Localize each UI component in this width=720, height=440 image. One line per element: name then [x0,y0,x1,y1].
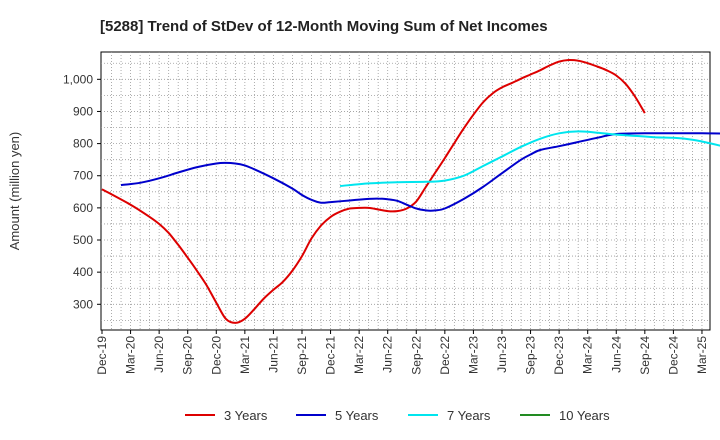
x-tick-label: Mar-22 [352,336,366,374]
legend-label-7-years: 7 Years [447,408,491,423]
x-tick-label: Dec-20 [209,336,223,375]
x-tick-label: Sep-23 [524,336,538,375]
x-tick-label: Dec-21 [324,336,338,375]
series-lines [101,58,720,324]
x-tick-label: Jun-20 [152,336,166,373]
x-tick-label: Sep-21 [295,336,309,375]
legend-label-10-years: 10 Years [559,408,610,423]
x-tick-label: Jun-21 [266,336,280,373]
chart-title: [5288] Trend of StDev of 12-Month Moving… [100,18,548,35]
x-tick-label: Sep-24 [638,336,652,375]
legend-label-5-years: 5 Years [335,408,379,423]
x-tick-label: Mar-25 [695,336,709,374]
x-tick-label: Mar-24 [581,336,595,374]
x-tick-label: Sep-22 [409,336,423,375]
x-tick-label: Dec-22 [438,336,452,375]
y-tick-label: 500 [73,233,93,247]
series-line-5-years [120,132,720,212]
plot-area [100,51,711,331]
y-tick-label: 600 [73,201,93,215]
y-tick-label: 800 [73,137,93,151]
series-line-7-years [340,130,720,187]
series-line-3-years [101,58,646,324]
y-tick-label: 700 [73,169,93,183]
y-tick-label: 1,000 [63,72,93,86]
x-tick-label: Dec-19 [95,336,109,375]
y-tick-label: 900 [73,104,93,118]
y-tick-label: 300 [73,297,93,311]
grid [101,52,710,330]
x-tick-label: Mar-23 [466,336,480,374]
x-tick-label: Jun-23 [495,336,509,373]
x-tick-label: Jun-22 [381,336,395,373]
y-axis-label: Amount (million yen) [7,132,22,251]
legend-label-3-years: 3 Years [224,408,268,423]
x-axis: Dec-19 Mar-20 Jun-20 Sep-20 Dec-20 Mar-21 Jun-… [95,330,709,375]
y-tick-label: 400 [73,265,93,279]
x-tick-label: Dec-23 [552,336,566,375]
y-axis: 300 400 500 600 700 800 900 1,000 [63,72,101,311]
x-tick-label: Dec-24 [666,336,680,375]
x-tick-label: Jun-24 [609,336,623,373]
legend: 3 Years 5 Years 7 Years 10 Years [185,408,610,423]
x-tick-label: Mar-21 [238,336,252,374]
x-tick-label: Mar-20 [124,336,138,374]
x-tick-label: Sep-20 [181,336,195,375]
